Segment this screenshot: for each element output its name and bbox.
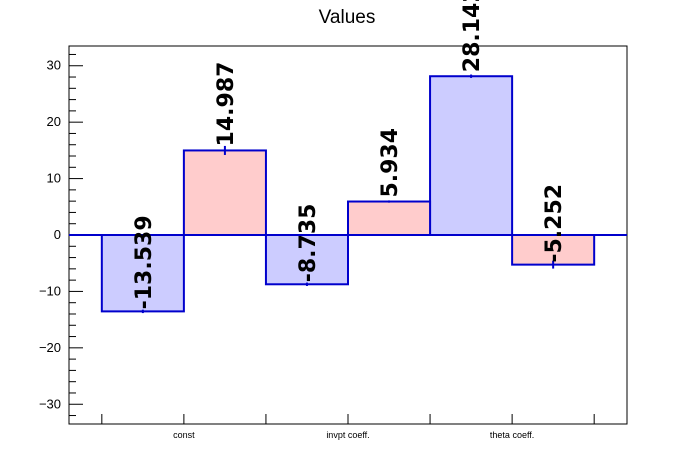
y-axis: −30 −20 −10 0 10 20 30 [39, 53, 83, 417]
bar [511, 234, 596, 266]
x-tick-label: theta coeff. [490, 430, 534, 440]
data-label: 28.142 [460, 0, 485, 72]
bar [429, 75, 514, 236]
bar [264, 234, 349, 286]
data-label: 5.934 [378, 128, 403, 198]
y-tick-label: 0 [54, 227, 61, 242]
y-tick-label: −20 [39, 340, 61, 355]
data-label: -5.252 [542, 184, 567, 263]
data-label: -8.735 [296, 204, 321, 283]
data-labels-group: -13.539 -8.735 28.142 14.987 5.934 -5.252 [132, 0, 567, 309]
y-tick-label: 10 [47, 171, 61, 186]
data-label: 14.987 [214, 62, 239, 147]
y-tick-label: 30 [47, 58, 61, 73]
x-tick-label: invpt coeff. [326, 430, 369, 440]
chart-title: Values [319, 7, 376, 28]
bar [347, 200, 432, 236]
y-tick-label: −30 [39, 396, 61, 411]
bars-group [100, 74, 596, 314]
x-axis: const invpt coeff. theta coeff. [101, 414, 595, 440]
data-label: -13.539 [132, 215, 157, 309]
bar [100, 234, 185, 313]
y-tick-label: 20 [47, 114, 61, 129]
x-tick-label: const [173, 430, 195, 440]
y-tick-label: −10 [39, 283, 61, 298]
bar [182, 149, 267, 236]
